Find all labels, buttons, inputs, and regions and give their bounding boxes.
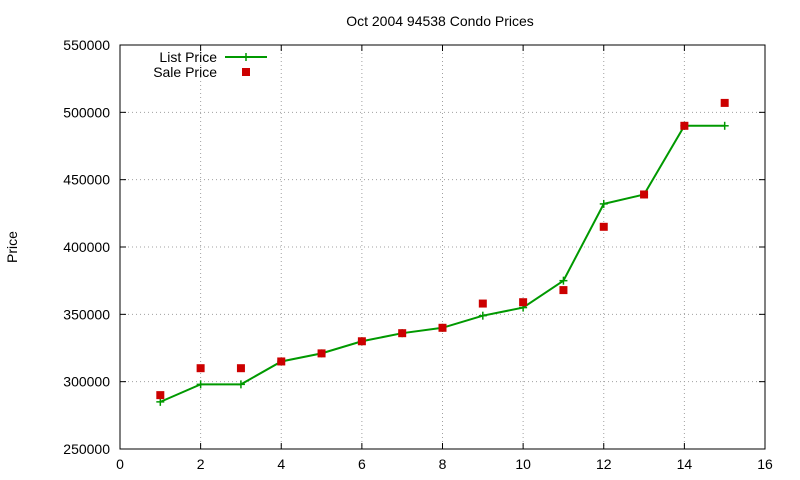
y-tick-label: 550000 [63, 37, 110, 53]
x-tick-label: 16 [757, 456, 773, 472]
x-tick-label: 8 [439, 456, 447, 472]
sale-price-point [438, 323, 447, 332]
list-price-point [599, 199, 608, 208]
series [156, 98, 729, 406]
x-tick-label: 14 [677, 456, 693, 472]
sale-price-point [398, 329, 407, 338]
sale-price-point [680, 121, 689, 130]
x-tick-label: 0 [116, 456, 124, 472]
y-axis-label: Price [4, 231, 20, 263]
legend-marker [242, 68, 250, 76]
legend-label: Sale Price [153, 64, 217, 80]
x-tick-label: 10 [515, 456, 531, 472]
x-tick-label: 6 [358, 456, 366, 472]
legend-marker [242, 53, 250, 61]
list-price-line [159, 124, 725, 403]
sale-price-point [196, 364, 205, 373]
y-tick-label: 350000 [63, 306, 110, 322]
y-tick-label: 300000 [63, 374, 110, 390]
plot-frame [119, 44, 766, 450]
sale-price-point [277, 357, 286, 366]
sale-price-point [640, 190, 649, 199]
list-price-point [478, 311, 487, 320]
y-tick-label: 450000 [63, 172, 110, 188]
sale-price-point [720, 98, 729, 107]
y-tick-label: 500000 [63, 104, 110, 120]
list-price-point [720, 121, 729, 130]
x-tick-label: 12 [596, 456, 612, 472]
chart-title: Oct 2004 94538 Condo Prices [346, 13, 534, 29]
x-tick-label: 2 [197, 456, 205, 472]
sale-price-point [156, 391, 165, 400]
legend-label: List Price [159, 49, 217, 65]
grid [120, 45, 765, 449]
sale-price-point [599, 222, 608, 231]
sale-price-point [236, 364, 245, 373]
list-price-point [196, 380, 205, 389]
sale-price-point [559, 286, 568, 295]
sale-price-point [519, 298, 528, 307]
list-price-point [236, 380, 245, 389]
axis-ticks: 0 2 4 6 8 10 12 14 16 250000 300000 350000 400000 450… [63, 37, 773, 472]
sale-price-point [317, 349, 326, 358]
x-tick-label: 4 [277, 456, 285, 472]
y-tick-label: 250000 [63, 441, 110, 457]
list-price-point [559, 276, 568, 285]
sale-price-point [478, 299, 487, 308]
y-tick-label: 400000 [63, 239, 110, 255]
list-price-point [156, 397, 165, 406]
sale-price-point [357, 337, 366, 346]
